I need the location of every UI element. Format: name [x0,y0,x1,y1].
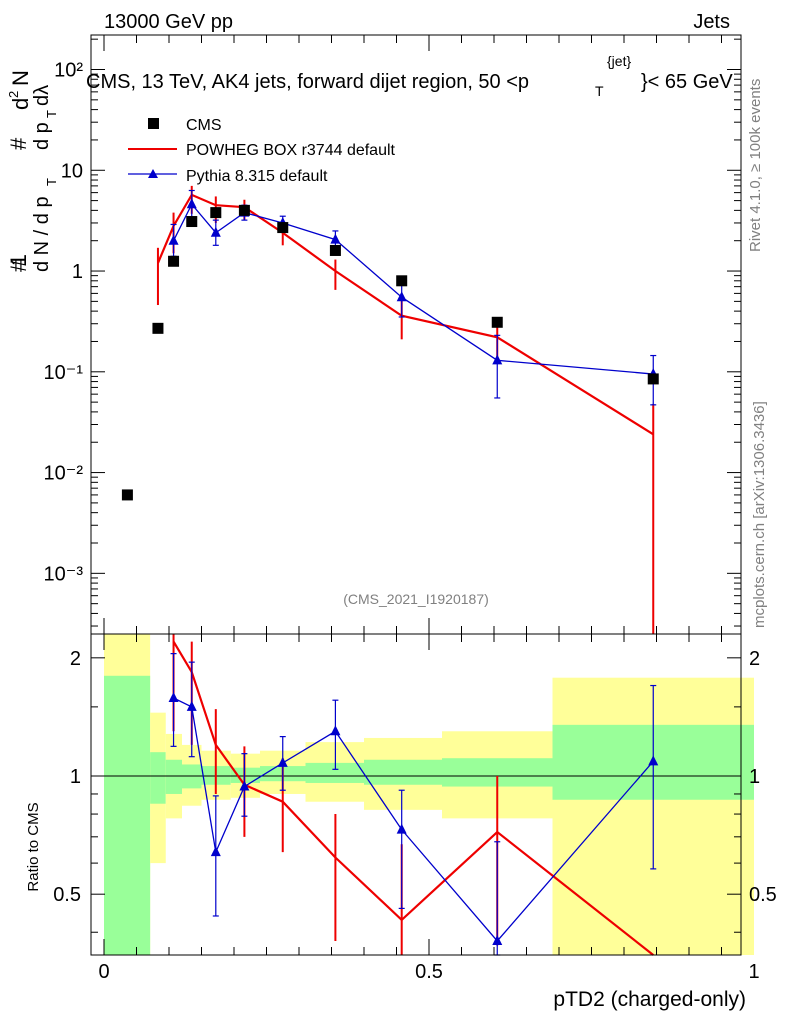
cms-data-point [186,216,198,228]
pythia-point [210,226,221,237]
cms-data-point [121,489,133,501]
svg-text:T: T [44,110,59,118]
legend-entry-powheg: POWHEG BOX r3744 default [186,142,396,159]
site-label: mcplots.cern.ch [arXiv:1306.3436] [751,401,768,628]
plot-title-sup: {jet} [607,53,631,69]
ratio-uncertainty-bands [104,634,754,955]
svg-text:1: 1 [6,254,31,266]
plot-title-main: CMS, 13 TeV, AK4 jets, forward dijet reg… [86,71,529,93]
ratio-y-tick-label-left: 0.5 [53,884,81,906]
pythia-ratio-point [648,755,659,766]
svg-text:dλ: dλ [31,85,53,106]
cms-data-point [238,204,250,216]
plot-title-end: }< 65 GeV [641,71,733,93]
cms-data-point [168,255,180,267]
svg-text:d N / d p: d N / d p [31,196,53,272]
ratio-band-inner [104,675,151,955]
main-y-axis-label: # 1 d N / d p T # d 2 N d p T dλ [6,70,59,272]
legend-entry-pythia: Pythia 8.315 default [186,168,328,185]
cms-data-point [152,322,164,334]
pythia-ratio-point [396,823,407,834]
pythia-ratio-point [239,780,250,791]
svg-text:#: # [6,259,31,272]
x-tick-label: 1 [748,961,759,983]
ratio-panel-frame [90,633,742,956]
ratio-y-axis-label: Ratio to CMS [25,802,42,891]
legend: CMS POWHEG BOX r3744 default Pythia 8.31… [128,117,396,185]
ratio-y-tick-label-right: 1 [749,766,760,788]
main-y-tick-label: 10 [61,160,83,182]
svg-text:T: T [44,178,59,186]
analysis-id: (CMS_2021_I1920187) [343,591,489,607]
pythia-ratio-point [168,692,179,703]
ratio-y-tick-label-left: 2 [70,648,81,670]
svg-text:d: d [8,98,33,110]
powheg-line [156,193,654,436]
pythia-ratio-point [186,700,197,711]
pythia-ratio-point [210,846,221,857]
svg-text:d p: d p [31,122,53,150]
svg-text:#: # [6,137,31,150]
main-y-tick-label: 10⁻³ [44,563,84,585]
main-y-tick-label: 10⁻² [44,463,84,485]
main-y-tick-label: 10² [54,60,83,82]
ratio-y-tick-label-left: 1 [70,766,81,788]
legend-entry-cms: CMS [186,117,222,134]
cms-data-point [277,222,289,234]
main-y-tick-label: 1 [72,261,83,283]
x-tick-label: 0.5 [415,961,443,983]
legend-cms-marker [148,118,159,129]
pythia-point [168,234,179,245]
main-y-tick-label: 10⁻¹ [44,362,84,384]
ratio-y-tick-label-right: 0.5 [749,884,777,906]
svg-text:2: 2 [6,91,21,98]
cms-data-point [647,373,659,385]
pythia-point [396,291,407,302]
pythia-ratio-point [277,756,288,767]
ratio-band-inner [364,759,442,785]
x-axis-label: pTD2 (charged-only) [553,988,746,1011]
cms-data-point [396,275,408,287]
ratio-band-inner [165,759,182,794]
cms-data-point [491,316,503,328]
x-tick-label: 0 [98,961,109,983]
pythia-point [186,198,197,209]
cms-data-point [210,207,222,219]
energy-label: 13000 GeV pp [104,11,233,33]
pythia-line [172,203,654,375]
ratio-y-tick-label-right: 2 [749,648,760,670]
category-label: Jets [693,11,730,33]
pythia-ratio-point [330,725,341,736]
pythia-point [330,233,341,244]
legend-pythia-marker [148,169,158,178]
cms-data-point [329,244,341,256]
rivet-label: Rivet 4.1.0, ≥ 100k events [747,79,764,252]
plot-title-sub: T [595,83,604,99]
ratio-band-inner [150,752,166,804]
pythia-point [492,354,503,365]
svg-text:N: N [8,70,33,86]
pythia-ratio-point [492,934,503,945]
ratio-band-inner [305,762,364,783]
